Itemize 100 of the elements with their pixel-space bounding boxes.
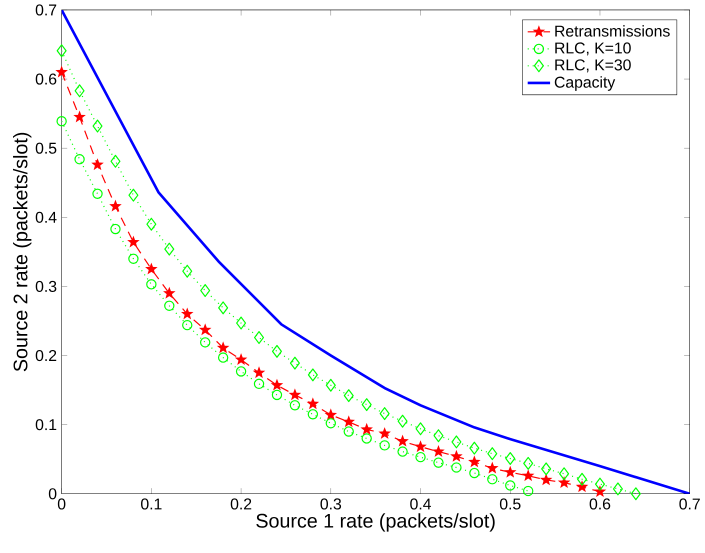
point	[416, 422, 426, 436]
point	[128, 254, 139, 264]
point	[91, 158, 104, 170]
point	[396, 434, 409, 447]
point	[594, 485, 606, 498]
legend-label: Capacity	[554, 76, 616, 91]
point	[469, 468, 480, 478]
point	[398, 414, 408, 428]
point	[146, 218, 156, 231]
point	[254, 331, 264, 344]
point	[92, 188, 103, 200]
x-axis-title: Source 1 rate (packets/slot)	[256, 513, 495, 532]
point	[218, 301, 228, 314]
x-tick-label: 0.4	[410, 498, 431, 510]
point	[559, 467, 570, 480]
y-axis-title: Source 2 rate (packets/slot)	[13, 132, 32, 372]
point	[254, 378, 264, 390]
point	[110, 224, 121, 234]
point	[450, 450, 463, 462]
point	[127, 236, 140, 248]
point	[540, 473, 552, 486]
point	[56, 116, 67, 127]
point	[415, 452, 426, 462]
point	[576, 480, 588, 492]
point	[236, 366, 246, 377]
point	[612, 482, 623, 496]
point	[433, 458, 444, 468]
point	[486, 462, 499, 474]
point	[270, 378, 284, 391]
y-tick-label: 0.3	[36, 280, 56, 292]
point	[468, 456, 481, 468]
point	[181, 308, 194, 320]
point	[146, 279, 157, 290]
point	[594, 478, 605, 491]
point	[272, 390, 282, 400]
point	[324, 408, 338, 420]
y-tick-label: 0.6	[36, 74, 56, 85]
point	[577, 472, 588, 486]
point	[541, 462, 552, 476]
point	[55, 66, 68, 78]
point	[164, 300, 174, 312]
point	[252, 366, 266, 378]
point	[397, 446, 408, 457]
point	[56, 44, 67, 58]
x-tick-label: 0.6	[590, 498, 610, 510]
y-tick-label: 0.2	[36, 350, 56, 362]
point	[74, 84, 85, 98]
point	[145, 262, 158, 275]
point	[523, 486, 534, 496]
point	[74, 154, 85, 165]
point	[523, 456, 534, 470]
point	[451, 436, 462, 449]
point	[290, 400, 300, 411]
point	[110, 154, 120, 168]
point	[433, 429, 444, 442]
point	[522, 469, 534, 482]
x-tick-label: 0.3	[320, 498, 342, 510]
point	[326, 418, 336, 429]
point	[630, 487, 641, 500]
y-tick-label: 0	[48, 488, 56, 500]
point	[451, 462, 462, 473]
point	[290, 356, 300, 370]
point	[487, 447, 498, 460]
point	[505, 452, 516, 466]
point	[163, 286, 176, 299]
legend-label: Retransmissions	[555, 25, 670, 37]
point	[182, 320, 192, 330]
point	[342, 415, 355, 428]
x-tick-label: 0.2	[230, 498, 252, 510]
y-tick-label: 0.4	[36, 212, 57, 223]
point	[308, 368, 318, 382]
point	[469, 442, 480, 455]
point	[216, 341, 230, 354]
point	[236, 316, 246, 330]
x-tick-label: 0	[58, 498, 66, 510]
point	[306, 397, 320, 410]
point	[326, 378, 336, 392]
x-tick-label: 0.5	[500, 498, 521, 510]
point	[272, 345, 282, 358]
y-tick-label: 0.1	[36, 419, 56, 430]
point	[308, 409, 318, 420]
point	[558, 476, 570, 488]
point	[504, 466, 516, 478]
point	[360, 423, 373, 435]
line-series	[62, 10, 690, 494]
point	[128, 188, 138, 202]
point	[380, 407, 390, 420]
point	[109, 200, 122, 212]
x-tick-label: 0.1	[141, 498, 162, 510]
point	[200, 337, 210, 348]
point	[182, 264, 192, 278]
point	[198, 324, 212, 336]
legend-label: RLC, K=10	[555, 42, 631, 56]
point	[378, 427, 391, 440]
y-tick-label: 0.5	[36, 142, 56, 154]
point	[344, 426, 354, 437]
point	[73, 110, 86, 122]
legend-label: RLC, K=30	[555, 59, 631, 72]
point	[164, 242, 174, 256]
point	[505, 480, 516, 491]
